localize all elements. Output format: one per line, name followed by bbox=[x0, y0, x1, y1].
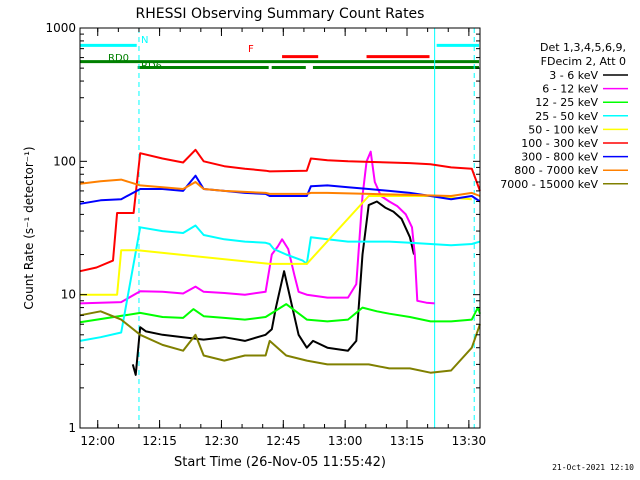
x-tick-label: 13:15 bbox=[390, 434, 425, 448]
y-axis-label: Count Rate (s⁻¹ detector⁻¹) bbox=[22, 146, 36, 309]
legend-label: 7000 - 15000 keV bbox=[500, 178, 598, 191]
flag-label-rd0: RD0 bbox=[108, 53, 129, 64]
series-7000-15000-kev bbox=[79, 310, 481, 374]
x-tick-label: 12:15 bbox=[142, 434, 177, 448]
series-100-300-kev bbox=[79, 148, 481, 273]
legend-header-line-1: Det 1,3,4,5,6,9, bbox=[540, 41, 626, 54]
y-tick-label: 10 bbox=[61, 288, 76, 302]
legend-label: 3 - 6 keV bbox=[549, 69, 598, 82]
legend-label: 6 - 12 keV bbox=[542, 83, 598, 96]
legend-label: 800 - 7000 keV bbox=[514, 164, 598, 177]
flag-label-rd6: RD6 bbox=[141, 61, 162, 72]
legend-label: 50 - 100 keV bbox=[528, 123, 598, 136]
legend-label: 300 - 800 keV bbox=[521, 151, 598, 164]
legend-label: 12 - 25 keV bbox=[535, 96, 598, 109]
flag-label-n: N bbox=[141, 35, 148, 46]
legend-label: 100 - 300 keV bbox=[521, 137, 598, 150]
series-25-50-kev bbox=[79, 224, 481, 342]
legend-header-line-2: FDecim 2, Att 0 bbox=[541, 55, 626, 68]
chart-title: RHESSI Observing Summary Count Rates bbox=[136, 6, 425, 22]
series-6-12-kev bbox=[79, 150, 435, 305]
x-tick-label: 13:00 bbox=[328, 434, 363, 448]
series-12-25-kev bbox=[79, 303, 481, 324]
x-tick-label: 12:00 bbox=[80, 434, 115, 448]
y-tick-label: 1 bbox=[68, 421, 76, 435]
y-tick-label: 100 bbox=[53, 154, 76, 168]
series-300-800-kev bbox=[79, 174, 481, 205]
x-axis-label: Start Time (26-Nov-05 11:55:42) bbox=[174, 455, 386, 470]
plot-frame bbox=[79, 27, 481, 429]
x-tick-label: 13:30 bbox=[452, 434, 487, 448]
generation-timestamp: 21-Oct-2021 12:10 bbox=[552, 463, 634, 472]
series-800-7000-kev bbox=[79, 178, 481, 197]
y-tick-label: 1000 bbox=[45, 21, 76, 35]
x-tick-label: 12:45 bbox=[266, 434, 301, 448]
x-tick-label: 12:30 bbox=[204, 434, 239, 448]
flag-label-f: F bbox=[248, 44, 254, 55]
legend-label: 25 - 50 keV bbox=[535, 110, 598, 123]
